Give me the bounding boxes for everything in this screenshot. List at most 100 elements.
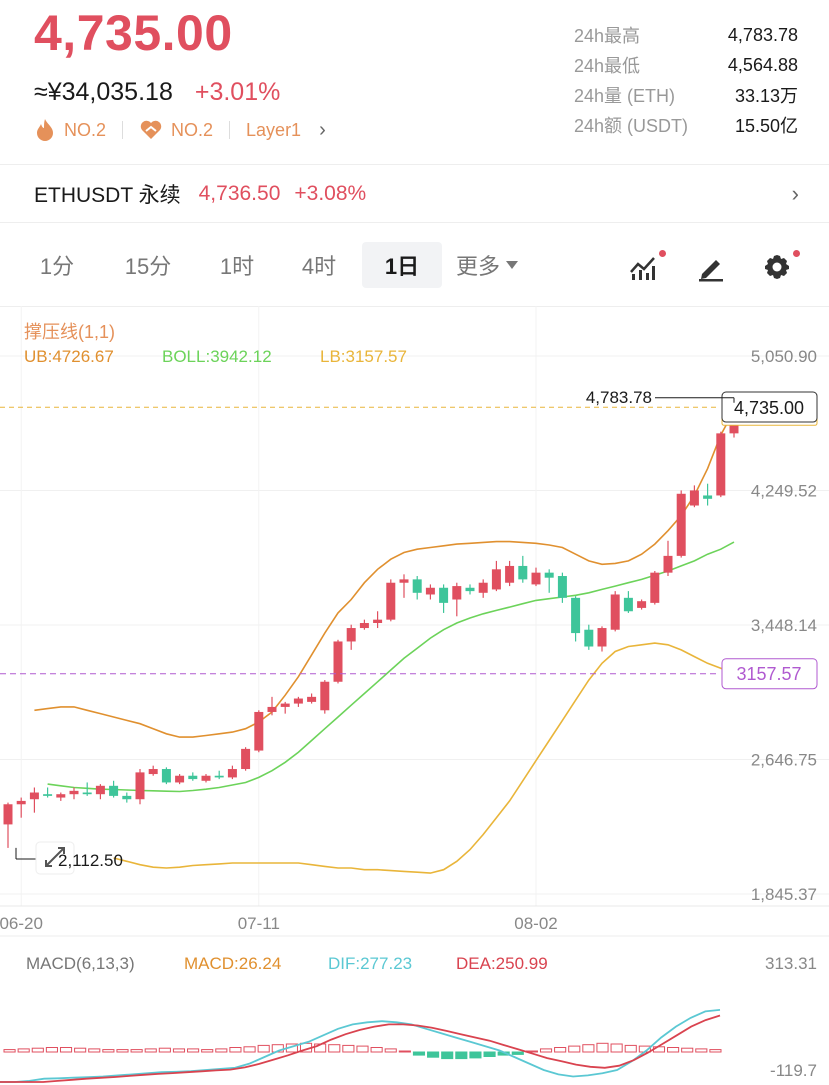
rank-tag-watch[interactable]: NO.2 (139, 119, 213, 141)
macd-bar (88, 1048, 101, 1053)
candle-body (320, 681, 330, 711)
timeframe-1m[interactable]: 1分 (39, 254, 75, 279)
cny-line: ≈¥34,035.18 +3.01% (34, 78, 280, 107)
y-tick-label: 3,448.14 (751, 616, 817, 635)
timeframe-bar: 1分 15分 1时 4时 1日 更多 (0, 238, 829, 294)
macd-bar (187, 1048, 200, 1053)
macd-bar (144, 1048, 157, 1053)
candle-body (399, 579, 409, 583)
candle-body (161, 769, 171, 783)
candle-body (637, 601, 647, 608)
candle-body (412, 579, 422, 593)
candle-body (3, 804, 13, 825)
candle-body (16, 800, 26, 805)
candle-body (122, 795, 132, 800)
more-timeframes-dropdown[interactable]: 更多 (456, 242, 519, 288)
stat-label: 24h额 (USDT) (574, 116, 689, 136)
candle-body (346, 628, 356, 642)
stat-row: 24h额 (USDT) 15.50亿 (574, 110, 798, 140)
lb-price-tag (721, 658, 818, 690)
timeframe-1d[interactable]: 1日 (362, 242, 442, 288)
rank-tag-hot[interactable]: NO.2 (34, 118, 106, 142)
category-tag[interactable]: Layer1 (246, 120, 301, 141)
expand-icon (45, 847, 65, 867)
candle-body (227, 769, 237, 778)
flame-icon (37, 119, 53, 141)
x-tick-label: 06-20 (0, 914, 43, 933)
macd-bar (229, 1047, 242, 1053)
macd-bar (59, 1047, 73, 1053)
candle-body (531, 572, 541, 585)
perpetual-change: +3.08% (294, 182, 367, 205)
macd-title: MACD(6,13,3) (26, 954, 135, 973)
macd-bar (384, 1048, 397, 1053)
boll-line (47, 541, 735, 793)
y-tick-label: 2,646.75 (751, 751, 817, 770)
macd-panel: MACD(6,13,3) MACD:26.24 DIF:277.23 DEA:250.… (0, 954, 817, 1083)
macd-bar (695, 1048, 708, 1053)
lb-line (113, 642, 735, 874)
candle-body (43, 794, 53, 796)
cny-price: ≈¥34,035.18 (34, 78, 173, 106)
candle-body (491, 569, 501, 590)
macd-bar (31, 1047, 44, 1053)
caret-down-icon (506, 261, 519, 269)
macd-bar (116, 1049, 129, 1053)
macd-y-tick: -119.7 (770, 1061, 817, 1080)
y-axis: 5,050.90 4,249.52 3,448.14 2,646.75 1,845.37 (751, 347, 817, 904)
perpetual-name: ETHUSDT 永续 (34, 184, 181, 207)
macd-bar (201, 1049, 214, 1053)
notification-dot (659, 250, 666, 257)
stat-row: 24h最低 4,564.88 (574, 50, 798, 80)
macd-bar (582, 1044, 595, 1053)
chevron-right-icon[interactable]: › (791, 181, 799, 206)
candle-body (333, 641, 343, 682)
legend-ub: UB:4726.67 (24, 347, 114, 366)
macd-y-tick: 313.31 (765, 954, 817, 973)
dif-line (0, 1009, 721, 1083)
macd-bar (554, 1047, 567, 1053)
candle-body (241, 748, 251, 770)
rank-hot-label: NO.2 (64, 119, 107, 140)
stat-value: 33.13万 (734, 86, 798, 106)
candle-body (254, 711, 264, 751)
draw-tool[interactable] (696, 252, 728, 282)
stat-label: 24h最高 (574, 26, 641, 46)
macd-bar (215, 1048, 228, 1053)
candle-body (571, 597, 581, 634)
last-price-tag-label: 4,735.00 (734, 398, 804, 418)
x-tick-label: 07-11 (238, 914, 280, 933)
settings-tool[interactable] (762, 250, 800, 282)
stat-value: 15.50亿 (734, 116, 798, 136)
macd-bar (3, 1049, 16, 1053)
timeframe-4h[interactable]: 4时 (301, 254, 337, 279)
candle-body (465, 587, 475, 592)
timeframe-1h[interactable]: 1时 (219, 254, 255, 279)
dea-line (0, 1014, 721, 1083)
candle-body (544, 572, 554, 578)
candle-body (135, 772, 145, 800)
candle-body (29, 792, 39, 800)
more-label: 更多 (456, 254, 501, 279)
macd-bar (130, 1049, 143, 1053)
y-tick-label: 1,845.37 (751, 885, 817, 904)
macd-bar (356, 1045, 369, 1053)
macd-bar (172, 1048, 186, 1053)
candle-body (425, 587, 435, 595)
notification-dot (793, 250, 800, 257)
perpetual-row[interactable]: ETHUSDT 永续 4,736.50 +3.08% › (34, 178, 799, 210)
indicator-tool[interactable] (628, 250, 666, 282)
chevron-right-icon[interactable]: › (319, 118, 326, 141)
macd-bar (257, 1044, 270, 1053)
boll-bands (34, 410, 735, 874)
indicator-icon (630, 257, 655, 280)
candle-body (188, 775, 198, 780)
candle-body (584, 629, 594, 647)
y-tick-label: 5,050.90 (751, 347, 817, 366)
candle-body (175, 775, 185, 783)
macd-bar (158, 1047, 171, 1053)
candle-body (676, 493, 686, 556)
last-price-tag (721, 391, 818, 423)
timeframe-15m[interactable]: 15分 (124, 254, 172, 279)
kline-chart[interactable]: 撑压线(1,1) UB:4726.67 BOLL:3942.12 LB:3157… (0, 306, 829, 1085)
